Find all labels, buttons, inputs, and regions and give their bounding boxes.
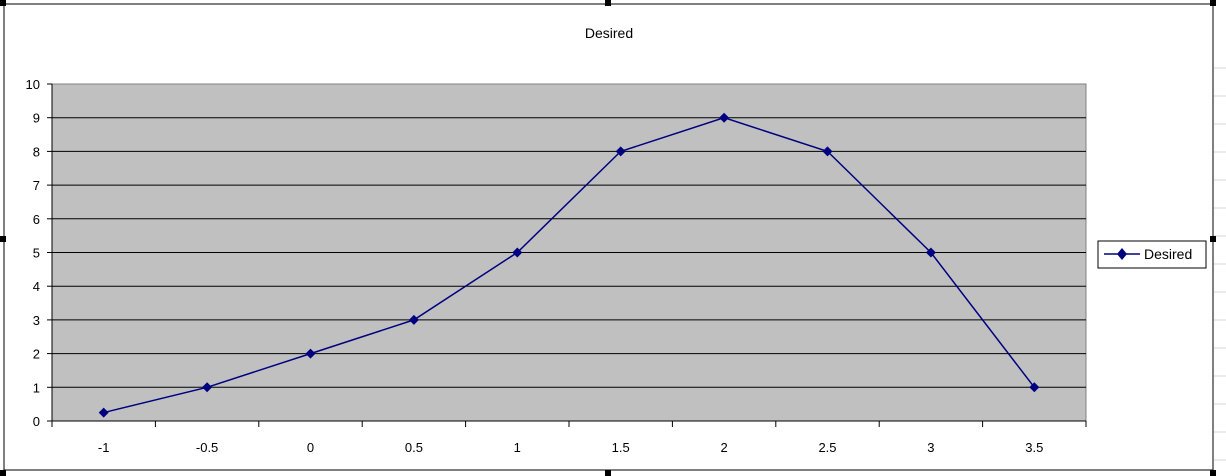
spreadsheet-background-grid bbox=[1214, 67, 1226, 461]
y-tick-label: 3 bbox=[33, 313, 40, 328]
x-tick-label: 3 bbox=[927, 440, 934, 455]
x-tick-label: -0.5 bbox=[196, 440, 218, 455]
legend-label: Desired bbox=[1144, 246, 1192, 262]
x-tick-label: 1.5 bbox=[612, 440, 630, 455]
series-desired[interactable] bbox=[98, 112, 1040, 418]
data-point-marker[interactable] bbox=[512, 247, 523, 258]
x-tick-label: 0 bbox=[307, 440, 314, 455]
handle-top-left[interactable] bbox=[0, 0, 6, 6]
y-tick-label: 7 bbox=[33, 178, 40, 193]
x-axis: -1 -0.5 0 0.5 1 1.5 2 2.5 3 3.5 bbox=[51, 420, 1087, 455]
handle-middle-left[interactable] bbox=[0, 236, 6, 242]
y-axis: 0 1 2 3 4 5 6 7 8 9 10 bbox=[26, 77, 53, 429]
x-tick-label: 2 bbox=[720, 440, 727, 455]
y-tick-label: 6 bbox=[33, 212, 40, 227]
y-tick-label: 5 bbox=[33, 246, 40, 261]
data-point-marker[interactable] bbox=[98, 407, 109, 418]
y-tick-label: 8 bbox=[33, 144, 40, 159]
handle-middle-right[interactable] bbox=[1210, 236, 1216, 242]
data-point-marker[interactable] bbox=[305, 348, 316, 359]
x-tick-label: 0.5 bbox=[405, 440, 423, 455]
legend[interactable]: Desired bbox=[1097, 240, 1207, 269]
series-line[interactable] bbox=[103, 116, 1035, 414]
legend-diamond-marker bbox=[1117, 248, 1127, 260]
x-tick-label: 3.5 bbox=[1025, 440, 1043, 455]
y-tick-label: 1 bbox=[33, 380, 40, 395]
chart-title: Desired bbox=[585, 25, 633, 41]
x-tick-label: 1 bbox=[514, 440, 521, 455]
data-point-marker[interactable] bbox=[925, 247, 936, 258]
handle-bottom-right[interactable] bbox=[1210, 470, 1216, 476]
handle-top-middle[interactable] bbox=[605, 0, 611, 6]
handle-top-right[interactable] bbox=[1210, 0, 1216, 6]
data-point-marker[interactable] bbox=[615, 146, 626, 157]
x-tick-label: 2.5 bbox=[818, 440, 836, 455]
data-point-marker[interactable] bbox=[822, 146, 833, 157]
y-tick-label: 4 bbox=[33, 279, 40, 294]
data-point-marker[interactable] bbox=[408, 314, 419, 325]
handle-bottom-left[interactable] bbox=[0, 470, 6, 476]
data-point-marker[interactable] bbox=[719, 112, 730, 123]
y-tick-label: 0 bbox=[33, 414, 40, 429]
data-point-marker[interactable] bbox=[1029, 382, 1040, 393]
y-tick-label: 2 bbox=[33, 347, 40, 362]
y-tick-label: 10 bbox=[26, 77, 40, 92]
data-point-marker[interactable] bbox=[202, 382, 213, 393]
horizontal-gridlines bbox=[52, 117, 1086, 388]
handle-bottom-middle[interactable] bbox=[605, 470, 611, 476]
y-tick-label: 9 bbox=[33, 111, 40, 126]
x-tick-label: -1 bbox=[98, 440, 110, 455]
